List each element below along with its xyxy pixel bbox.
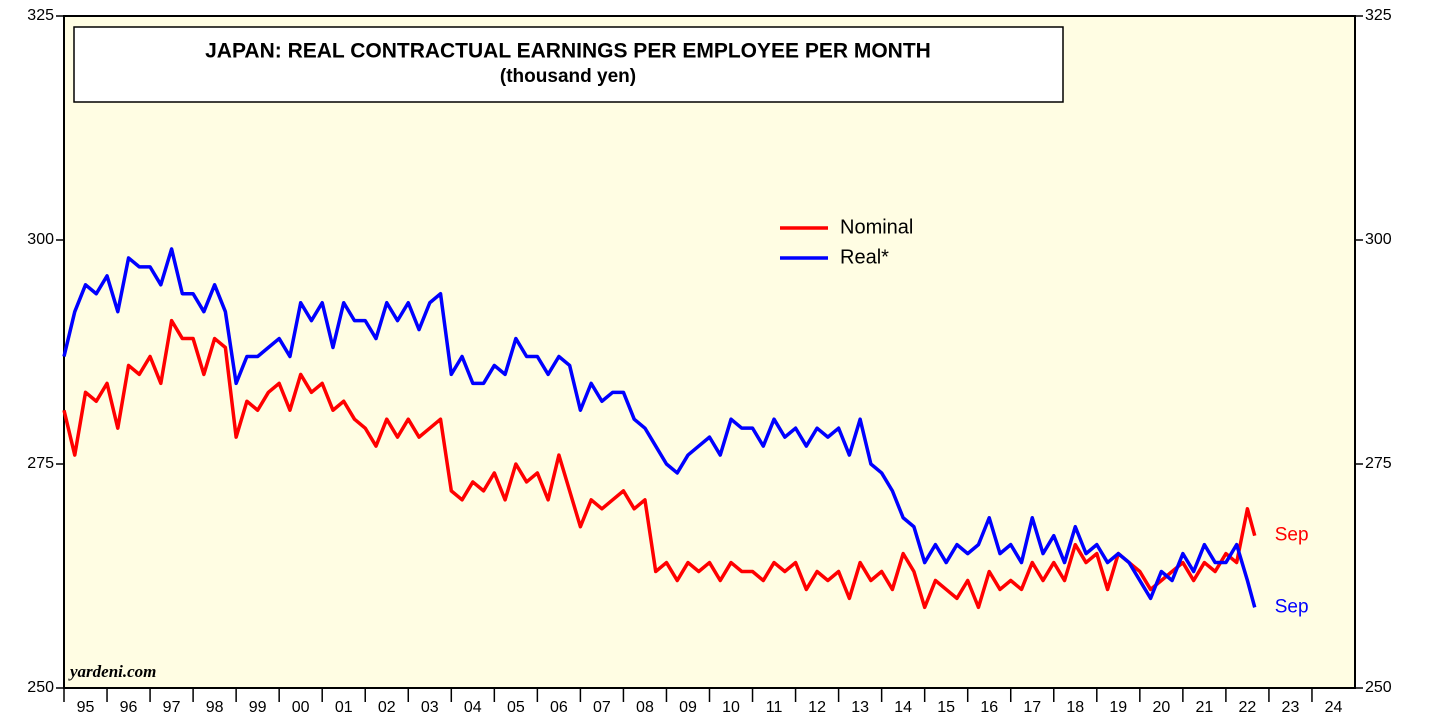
end-label: Sep xyxy=(1275,525,1309,546)
chart-subtitle: (thousand yen) xyxy=(500,66,636,87)
x-tick-label: 16 xyxy=(980,699,998,716)
y-tick-label: 275 xyxy=(1365,455,1392,472)
x-tick-label: 01 xyxy=(335,699,353,716)
y-tick-label: 300 xyxy=(27,231,54,248)
line xyxy=(62,318,1257,610)
x-tick-label: 00 xyxy=(292,699,310,716)
x-tick-label: 04 xyxy=(464,699,482,716)
x-tick-label: 09 xyxy=(679,699,697,716)
x-tick-label: 17 xyxy=(1023,699,1041,716)
x-tick-label: 95 xyxy=(77,699,95,716)
x-tick-label: 07 xyxy=(593,699,611,716)
y-tick-label: 325 xyxy=(1365,7,1392,24)
x-tick-label: 05 xyxy=(507,699,525,716)
x-tick-label: 13 xyxy=(851,699,869,716)
y-tick-label: 325 xyxy=(27,7,54,24)
x-tick-label: 12 xyxy=(808,699,826,716)
x-tick-label: 15 xyxy=(937,699,955,716)
x-tick-label: 03 xyxy=(421,699,439,716)
x-tick-label: 21 xyxy=(1195,699,1213,716)
y-tick-label: 250 xyxy=(27,679,54,696)
x-tick-label: 22 xyxy=(1239,699,1257,716)
title-box xyxy=(73,26,1064,103)
y-tick-label: 250 xyxy=(1365,679,1392,696)
y-tick-label: 300 xyxy=(1365,231,1392,248)
y-tick-label: 275 xyxy=(27,455,54,472)
chart-title: JAPAN: REAL CONTRACTUAL EARNINGS PER EMP… xyxy=(205,40,931,63)
source: yardeni.com xyxy=(68,662,156,681)
x-tick-label: 96 xyxy=(120,699,138,716)
x-tick-label: 20 xyxy=(1152,699,1170,716)
x-tick-label: 10 xyxy=(722,699,740,716)
x-tick-label: 24 xyxy=(1325,699,1343,716)
end-label: Sep xyxy=(1275,596,1309,617)
x-tick-label: 19 xyxy=(1109,699,1127,716)
x-tick-label: 08 xyxy=(636,699,654,716)
x-tick-label: 98 xyxy=(206,699,224,716)
plot-area xyxy=(63,15,1356,689)
line xyxy=(62,247,1257,608)
x-tick-label: 02 xyxy=(378,699,396,716)
x-tick-label: 97 xyxy=(163,699,181,716)
x-tick-label: 18 xyxy=(1066,699,1084,716)
x-tick-label: 99 xyxy=(249,699,267,716)
legend-label: Nominal xyxy=(840,216,913,238)
x-tick-label: 23 xyxy=(1282,699,1300,716)
x-tick-label: 06 xyxy=(550,699,568,716)
x-tick-label: 14 xyxy=(894,699,912,716)
legend-label: Real* xyxy=(840,246,889,268)
x-tick-label: 11 xyxy=(766,699,783,716)
